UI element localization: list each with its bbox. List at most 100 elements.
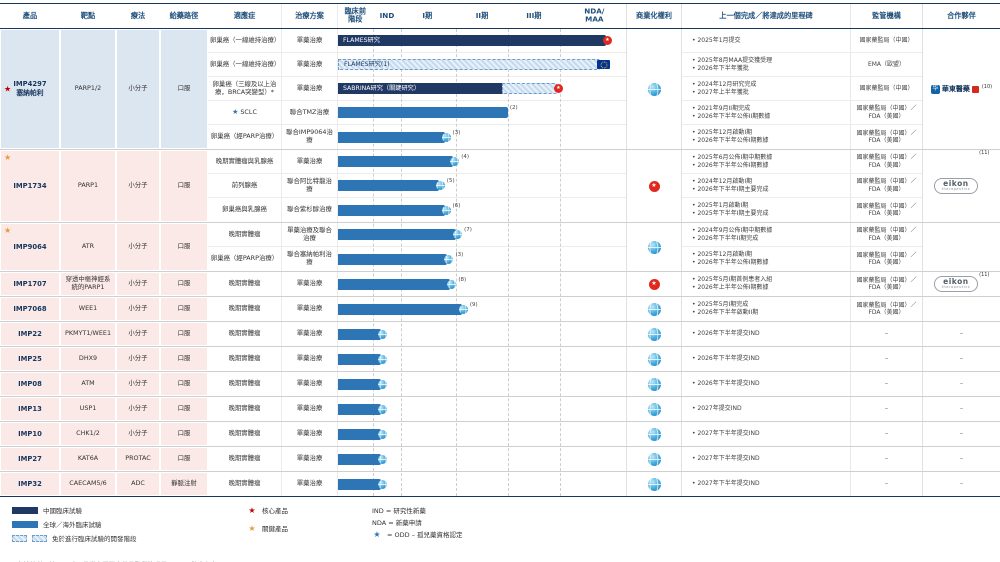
trial-progress-cell: (7): [338, 223, 626, 246]
commercial-rights-icon: [647, 327, 661, 341]
regulator-cell: 國家藥監局（中國）／FDA（美國）: [850, 297, 922, 321]
milestones-cell: • 2025年12月啟動I期 • 2026年下半年公佈I期數據: [692, 129, 769, 144]
trial-progress-cell: FLAMES研究(1): [338, 53, 626, 76]
milestones-cell: • 2026年下半年提交IND: [692, 330, 760, 338]
partner-cell: –: [922, 372, 1000, 396]
trial-phase-bar-segment: [338, 253, 448, 265]
product-cell: IMP25: [0, 347, 60, 371]
partner-note: (11): [979, 150, 990, 156]
commercial-rights-cell: [626, 297, 682, 321]
milestones-cell: • 2021年9月II期完成 • 2026年下半年公佈II期數據: [692, 104, 771, 120]
odd-star-icon: ★: [232, 108, 239, 117]
route-cell: 口服: [160, 447, 208, 471]
phase-label-nda: NDA/ MAA: [584, 6, 605, 24]
therapy-cell: 小分子: [116, 150, 160, 222]
trial-bar: [338, 472, 626, 496]
target-cell: ATM: [60, 372, 116, 396]
trial-phase-bar-segment: [338, 278, 451, 290]
legend: 中國臨床試驗 全球／海外臨床試驗 免於進行臨床試驗的開發階段 ★ 核心產品 ★ 關鍵…: [12, 505, 1000, 547]
target-cell: DHX9: [60, 347, 116, 371]
route-cell: 口服: [160, 422, 208, 446]
globe-icon: [453, 230, 463, 239]
partner-cell: –: [922, 422, 1000, 446]
col-header-rights: 商業化權利: [626, 4, 682, 28]
therapy-cell: 小分子: [116, 372, 160, 396]
regulator-cell: 國家藥監局（中國）／FDA（美國）: [850, 150, 922, 173]
product-cell: IMP1707: [0, 272, 60, 296]
col-header-regulator: 監管機構: [850, 4, 922, 28]
bar-footnote-ref: (7): [464, 227, 472, 234]
commercial-rights-cell: [626, 322, 682, 346]
indication-cell: 晚期實體瘤: [208, 447, 282, 471]
red-dot-icon: [553, 84, 563, 93]
target-cell: PARP1/2: [60, 29, 116, 149]
commercial-rights-cell: [626, 372, 682, 396]
product-cell: IMP32: [0, 472, 60, 496]
regulator-cell: –: [850, 347, 922, 371]
commercial-rights-cell: [626, 29, 682, 149]
pipeline-block: ★ IMP4297 塞納帕利 PARP1/2 小分子 口服 卵巢癌（一線維持治療）…: [0, 29, 1000, 150]
commercial-rights-icon: [647, 82, 661, 96]
product-code: IMP27: [18, 454, 42, 463]
col-header-regimen: 治療方案: [282, 4, 338, 28]
regulator-cell: –: [850, 472, 922, 496]
milestones-cell: • 2025年12月啟動I期 • 2026年下半年公佈I期數據: [692, 251, 769, 266]
trial-bar: FLAMES研究: [338, 29, 626, 52]
globe-icon: [378, 404, 388, 414]
key-product-star-icon: ★: [4, 153, 12, 162]
col-header-therapy: 療法: [130, 10, 146, 20]
pipeline-block: IMP1707 穿透中樞神經系統的PARP1 小分子 口服 晚期實體瘤 單藥治療…: [0, 272, 1000, 297]
trial-progress-cell: (6): [338, 198, 626, 222]
legend-label: 免於進行臨床試驗的開發階段: [52, 535, 137, 543]
trial-phase-bar-segment: [338, 204, 445, 216]
commercial-rights-cell: [626, 347, 682, 371]
commercial-rights-icon: [647, 352, 661, 366]
col-header-partner: 合作夥伴: [922, 4, 1000, 28]
product-code: IMP32: [18, 479, 42, 488]
trial-bar: (7): [338, 223, 626, 246]
partner-cell: –: [922, 347, 1000, 371]
pipeline-subrow: 晚期實體瘤 單藥治療: [208, 397, 626, 421]
partner-cell: [922, 223, 1000, 271]
trial-bar: (2): [338, 101, 626, 124]
milestones-cell: • 2027年下半年提交IND: [692, 480, 760, 488]
regimen-cell: 單藥治療: [282, 472, 338, 496]
phase-label-ind: IND: [379, 10, 395, 20]
bar-footnote-ref: (3): [452, 129, 461, 136]
milestones-cell: • 2026年下半年提交IND: [692, 380, 760, 388]
regimen-cell: 單藥治療: [282, 397, 338, 421]
milestone-subrow: • 2025年1月提交 國家藥監局（中國）: [682, 29, 922, 53]
therapy-cell: 小分子: [116, 347, 160, 371]
product-code: IMP10: [18, 429, 42, 438]
therapy-cell: 小分子: [116, 297, 160, 321]
target-cell: CAECAM5/6: [60, 472, 116, 496]
key-product-star-icon: ★: [4, 226, 12, 235]
core-product-star-icon: ★: [248, 505, 256, 515]
commercial-rights-icon: [647, 240, 661, 254]
milestone-subrow: • 2025年5月I期完成 • 2026年下半年啟動II期 國家藥監局（中國）／F…: [682, 297, 922, 321]
route-cell: 口服: [160, 272, 208, 296]
commercial-rights-icon: [647, 377, 661, 391]
trial-progress-cell: (9): [338, 297, 626, 321]
partner-cell: [922, 297, 1000, 321]
indication-cell: 晚期實體瘤: [208, 347, 282, 371]
commercial-rights-cell: [626, 472, 682, 496]
milestone-subrow: • 2025年12月啟動I期 • 2026年下半年公佈I期數據 國家藥監局（中國）…: [682, 247, 922, 271]
indication-cell: 晚期實體瘤: [208, 322, 282, 346]
core-product-star-icon: ★: [4, 84, 12, 94]
product-code: IMP22: [18, 329, 42, 338]
regulator-cell: 國家藥監局（中國）: [850, 29, 922, 52]
regimen-cell: 單藥治療: [282, 422, 338, 446]
trial-progress-cell: [338, 322, 626, 346]
trial-progress-cell: [338, 447, 626, 471]
legend-label: 核心產品: [262, 507, 288, 515]
trial-bar: [338, 347, 626, 371]
trial-bar: [338, 397, 626, 421]
trial-bar: [338, 322, 626, 346]
product-cell: ★ IMP1734: [0, 150, 60, 222]
pipeline-subrow: 晚期實體瘤 單藥治療: [208, 422, 626, 446]
col-header-milestones: 上一個完成／將達成的里程碑: [719, 10, 813, 20]
pipeline-block: ★ IMP1734 PARP1 小分子 口服 晚期實體瘤與乳腺癌 單藥治療 (4…: [0, 150, 1000, 223]
commercial-rights-icon: [648, 180, 660, 192]
pipeline-subrow: 卵巢癌（三線及以上治療，BRCA突變型）* 單藥治療 SABRINA研究（關鍵研…: [208, 77, 626, 101]
